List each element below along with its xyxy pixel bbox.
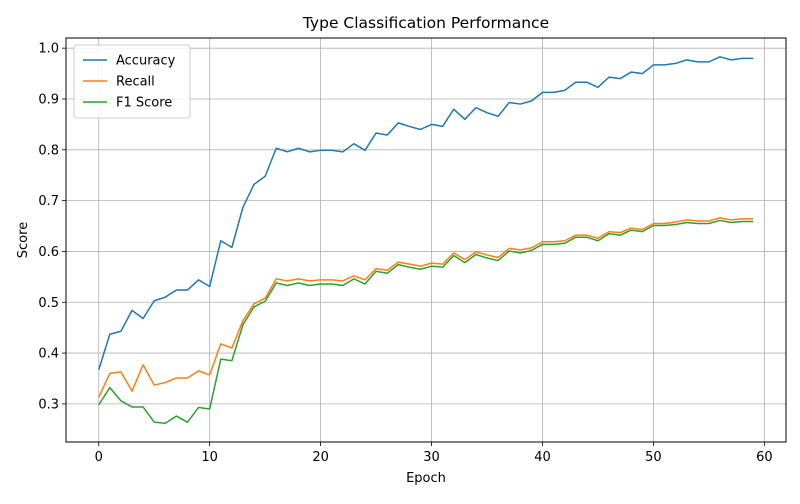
x-tick-label: 50 <box>645 450 662 465</box>
y-tick-label: 0.5 <box>38 296 59 311</box>
x-tick-label: 10 <box>201 450 218 465</box>
x-axis-label: Epoch <box>406 471 446 486</box>
x-tick-label: 30 <box>423 450 440 465</box>
chart-title: Type Classification Performance <box>302 14 549 32</box>
series-line-recall <box>98 217 754 398</box>
x-tick-label: 60 <box>756 450 773 465</box>
x-tick-label: 0 <box>95 450 103 465</box>
series-line-accuracy <box>98 56 754 371</box>
plot-frame <box>65 37 787 443</box>
y-tick-label: 1.0 <box>38 42 59 57</box>
y-axis-label: Score <box>16 222 31 258</box>
axis-ticks: 0 10 20 30 40 50 60 0.3 0.4 0.5 0.6 0.7 0.8 0.9 1.0 <box>38 42 772 465</box>
legend-label-accuracy: Accuracy <box>116 54 176 69</box>
x-tick-label: 20 <box>312 450 329 465</box>
y-tick-label: 0.9 <box>38 92 59 107</box>
legend: Accuracy Recall F1 Score <box>73 44 191 119</box>
y-tick-label: 0.7 <box>38 194 59 209</box>
legend-box <box>73 44 191 119</box>
y-tick-label: 0.4 <box>38 347 59 362</box>
series-lines <box>98 56 754 424</box>
x-tick-label: 40 <box>534 450 551 465</box>
y-tick-label: 0.3 <box>38 397 59 412</box>
grid <box>66 38 786 442</box>
y-tick-label: 0.6 <box>38 245 59 260</box>
series-line-f1-score <box>98 219 754 424</box>
y-tick-label: 0.8 <box>38 143 59 158</box>
legend-label-f1-score: F1 Score <box>116 96 172 111</box>
legend-label-recall: Recall <box>116 75 155 90</box>
